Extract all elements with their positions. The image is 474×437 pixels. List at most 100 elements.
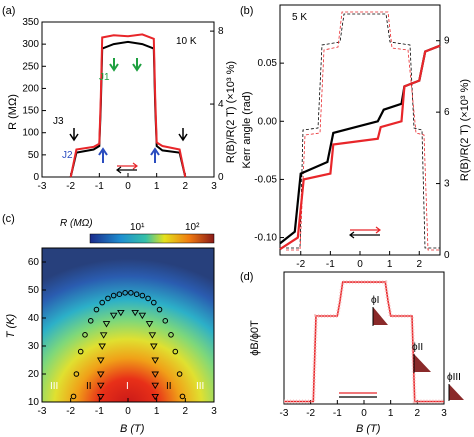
- panel-d-ylabel: ϕB/ϕ0T: [249, 320, 261, 356]
- panel-b-sweep-red: [350, 226, 381, 234]
- boundary-circle: [99, 299, 105, 306]
- boundary-triangle: [151, 371, 160, 378]
- phase-label-1: ϕI: [371, 295, 379, 306]
- y2-tick-label: 4: [218, 99, 224, 110]
- x-tick-label: 1: [154, 406, 160, 417]
- x-tick-label: -3: [38, 181, 47, 192]
- y2-tick-label: 9: [444, 36, 450, 47]
- boundary-circle: [162, 318, 169, 324]
- boundary-triangle: [150, 343, 158, 350]
- panel-d-xlabel: B (T): [356, 423, 381, 435]
- y-tick-label: 0: [33, 172, 39, 183]
- x-tick-label: 2: [183, 181, 189, 192]
- phase-label-3: ϕIII: [447, 372, 461, 383]
- panel-c-y-ticks: 10 20 30 40 50 60: [28, 257, 46, 408]
- arrow-j2-left: [98, 147, 108, 163]
- boundary-circle: [82, 332, 88, 338]
- panel-a-x-ticks: -3 -2 -1 0 1 2 3: [38, 173, 217, 192]
- boundary-triangle: [102, 321, 111, 328]
- boundary-circle: [168, 332, 174, 338]
- y2-tick-label: 3: [444, 179, 450, 190]
- y-tick-label: 300: [22, 39, 39, 50]
- boundary-circle: [105, 295, 111, 302]
- panel-b-x-ticks: -2 -1 0 1 2: [296, 251, 422, 270]
- colorbar-tick-1: 10¹: [130, 222, 145, 233]
- panel-b-series: [279, 44, 441, 251]
- panel-b-temperature: 5 K: [292, 12, 307, 23]
- panel-b: (b) -2 -1 0 1 2 -0.10 -0.05 0.00 0.05 0 3 6 9 Kerr…: [240, 4, 471, 270]
- x-tick-label: 3: [441, 408, 447, 419]
- colorbar-tick-2: 10²: [185, 222, 200, 233]
- panel-b-y-ticks: -0.10 -0.05 0.00 0.05: [254, 58, 284, 244]
- y-tick-label: 350: [22, 17, 39, 28]
- x-tick-label: 1: [388, 408, 394, 419]
- panel-a-y2-ticks: 0 4 8: [210, 26, 224, 183]
- x-tick-label: -2: [66, 406, 75, 417]
- panel-d-frame: [283, 271, 445, 405]
- x-tick-label: 2: [416, 259, 422, 270]
- y-tick-label: 40: [28, 313, 40, 324]
- panel-a-series-line-1: [69, 33, 187, 178]
- panel-a-tag: (a): [2, 5, 15, 17]
- panel-b-ylabel-left: Kerr angle (rad): [241, 91, 253, 168]
- x-tick-label: 1: [154, 181, 160, 192]
- panel-b-sweep-black: [349, 231, 380, 239]
- panel-b-y2-ticks: 0 3 6 9: [436, 36, 450, 261]
- y-tick-label: 50: [28, 150, 40, 161]
- boundary-triangle: [98, 343, 106, 350]
- boundary-circle: [176, 371, 183, 377]
- boundary-triangle: [96, 382, 105, 390]
- y-tick-label: 30: [28, 341, 40, 352]
- y-tick-label: 60: [28, 257, 40, 268]
- panel-b-series-line-0: [279, 44, 441, 245]
- x-tick-label: 3: [211, 406, 217, 417]
- x-tick-label: -2: [296, 259, 305, 270]
- y2-tick-label: 6: [444, 107, 450, 118]
- boundary-circle: [133, 291, 140, 298]
- boundary-triangle: [145, 321, 154, 328]
- boundary-triangle: [96, 357, 105, 364]
- boundary-circle: [145, 295, 151, 302]
- annotation-j3: J3: [53, 116, 64, 127]
- boundary-circle: [179, 393, 186, 400]
- boundary-circle: [73, 371, 80, 377]
- x-tick-label: -2: [306, 408, 315, 419]
- panel-a-ylabel-right: R(B)/R(2 T) (×10³ %): [225, 61, 237, 163]
- y-tick-label: 0.05: [258, 58, 278, 69]
- panel-a-temperature: 10 K: [176, 36, 197, 47]
- panel-b-series-line-1: [279, 44, 441, 251]
- x-tick-label: 0: [125, 406, 131, 417]
- boundary-triangle: [151, 393, 160, 401]
- boundary-triangle: [138, 312, 147, 320]
- heatmap: [42, 248, 214, 402]
- arrow-j3-left: [69, 128, 79, 142]
- panel-a: (a) -3 -2 -1 0 1 2 3 0 50 100 150 200 250 300 350 0 4 8…: [2, 5, 237, 192]
- boundary-circle: [77, 348, 84, 355]
- colorbar: [89, 233, 215, 244]
- inset-wedge-1: [373, 307, 388, 325]
- y-tick-label: 250: [22, 61, 39, 72]
- boundary-circle: [156, 306, 163, 313]
- panel-b-ylabel-right: R(B)/R(2 T) (×10³ %): [459, 79, 471, 181]
- x-tick-label: -3: [38, 406, 47, 417]
- y-tick-label: 150: [22, 106, 39, 117]
- boundary-circle: [139, 292, 146, 299]
- boundary-triangle: [96, 393, 105, 401]
- panel-b-dashed-black: [286, 13, 440, 249]
- boundary-circle: [122, 290, 128, 296]
- y-tick-label: -0.10: [254, 233, 277, 244]
- annotation-j2: J2: [62, 150, 73, 161]
- x-tick-label: 0: [361, 408, 367, 419]
- y-tick-label: 100: [22, 128, 39, 139]
- phase-label-2: ϕII: [412, 342, 423, 353]
- panel-d-series-markers-0: [284, 280, 444, 404]
- boundary-triangle: [109, 312, 118, 320]
- panel-b-tag: (b): [240, 5, 253, 17]
- inset-wedge-2: [414, 354, 431, 372]
- boundary-circle: [70, 393, 77, 400]
- phase-boundary-circles: [70, 290, 186, 400]
- panel-c-tag: (c): [2, 213, 15, 225]
- colorbar-label: R (MΩ): [60, 218, 93, 229]
- region-label-center: I: [126, 381, 129, 392]
- region-label-outer-right: III: [196, 381, 204, 392]
